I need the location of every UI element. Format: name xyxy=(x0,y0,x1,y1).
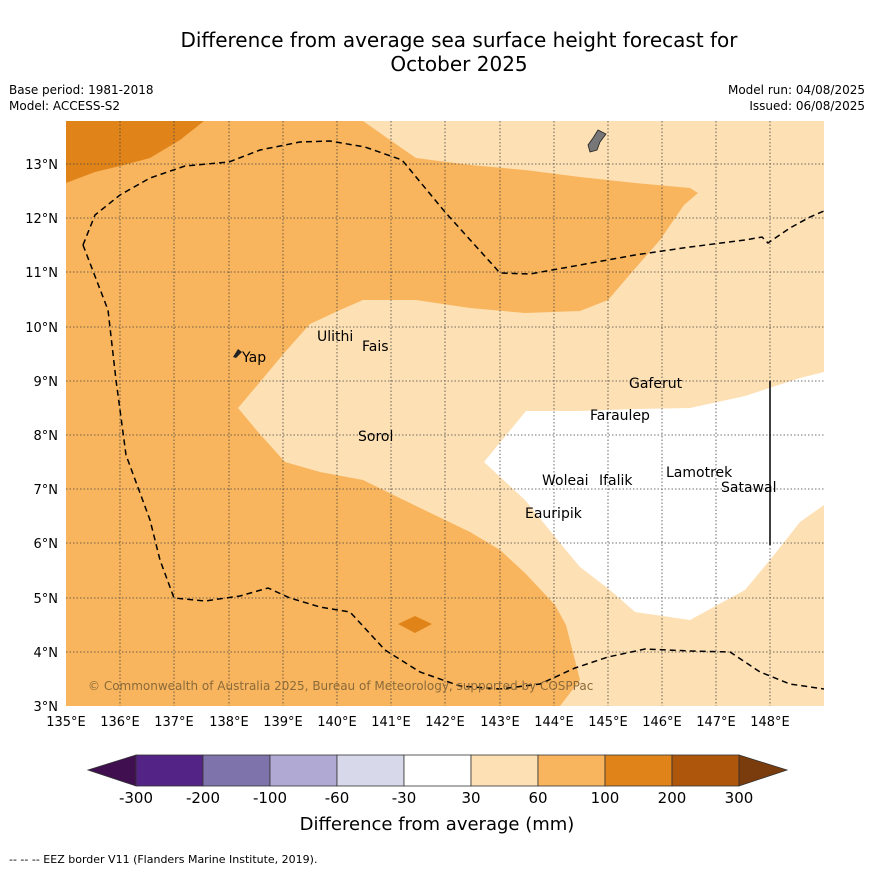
colorbar-tick: 100 xyxy=(591,789,620,807)
colorbar-swatch xyxy=(604,754,673,787)
place-gaferut: Gaferut xyxy=(629,376,683,392)
x-tick: 140°E xyxy=(317,715,357,730)
y-tick: 4°N xyxy=(34,646,59,661)
place-labels: Yap Ulithi Fais Sorol Gaferut Faraulep W… xyxy=(241,329,776,522)
x-tick: 137°E xyxy=(154,715,194,730)
colorbar-tick: -60 xyxy=(325,789,350,807)
colorbar-swatch xyxy=(135,754,204,787)
anomaly-region-100-200-south xyxy=(398,616,432,633)
colorbar-swatch xyxy=(202,754,271,787)
y-tick: 9°N xyxy=(34,375,59,390)
x-tick: 148°E xyxy=(750,715,790,730)
x-tick: 146°E xyxy=(642,715,682,730)
colorbar-tick: -200 xyxy=(186,789,220,807)
place-woleai: Woleai xyxy=(542,473,589,489)
y-tick: 6°N xyxy=(34,537,59,552)
x-tick: 145°E xyxy=(588,715,628,730)
colorbar-swatch xyxy=(336,754,405,787)
eez-border xyxy=(82,140,824,275)
y-tick: 13°N xyxy=(25,158,58,173)
issued-date: Issued: 06/08/2025 xyxy=(749,99,865,113)
x-tick: 138°E xyxy=(209,715,249,730)
anomaly-region-100-200-nw xyxy=(66,121,204,183)
title-line-2: October 2025 xyxy=(390,52,528,76)
chart-title: Difference from average sea surface heig… xyxy=(0,28,873,76)
y-tick: 10°N xyxy=(25,321,58,336)
y-tick: 5°N xyxy=(34,592,59,607)
map-plot-area xyxy=(66,121,824,706)
x-tick: 143°E xyxy=(480,715,520,730)
place-satawal: Satawal xyxy=(721,480,776,496)
place-yap: Yap xyxy=(241,350,266,366)
model-name: Model: ACCESS-S2 xyxy=(9,99,121,113)
colorbar-tick: 300 xyxy=(725,789,754,807)
y-tick-labels: 13°N 12°N 11°N 10°N 9°N 8°N 7°N 6°N 5°N … xyxy=(25,158,58,715)
x-tick: 136°E xyxy=(100,715,140,730)
place-faraulep: Faraulep xyxy=(590,408,650,424)
colorbar-extend-low xyxy=(86,754,137,787)
x-tick: 147°E xyxy=(696,715,736,730)
base-period: Base period: 1981-2018 xyxy=(9,83,154,97)
colorbar-tick: -300 xyxy=(119,789,153,807)
place-eauripik: Eauripik xyxy=(525,506,583,522)
colorbar-swatch xyxy=(470,754,539,787)
colorbar-label: Difference from average (mm) xyxy=(300,814,575,835)
x-tick: 142°E xyxy=(425,715,465,730)
colorbar-tick: -30 xyxy=(392,789,417,807)
model-run: Model run: 04/08/2025 xyxy=(727,83,865,97)
x-tick: 135°E xyxy=(46,715,86,730)
colorbar-swatch xyxy=(671,754,740,787)
yap-island-icon xyxy=(233,349,242,358)
x-tick: 141°E xyxy=(371,715,411,730)
colorbar-extend-high xyxy=(738,754,789,787)
colorbar-tick: 30 xyxy=(461,789,480,807)
colorbar-swatch xyxy=(269,754,338,787)
place-ifalik: Ifalik xyxy=(599,473,633,489)
title-line-1: Difference from average sea surface heig… xyxy=(180,28,738,52)
colorbar-ticks: -300 -200 -100 -60 -30 30 60 100 200 300 xyxy=(119,789,753,807)
x-tick: 144°E xyxy=(534,715,574,730)
anomaly-region-neutral xyxy=(484,372,824,620)
y-tick: 8°N xyxy=(34,429,59,444)
meta-right: Model run: 04/08/2025 Issued: 06/08/2025 xyxy=(728,82,865,114)
meta-left: Base period: 1981-2018 Model: ACCESS-S2 xyxy=(9,82,154,114)
place-sorol: Sorol xyxy=(358,429,393,445)
copyright-notice: © Commonwealth of Australia 2025, Bureau… xyxy=(88,679,593,693)
colorbar-tick: -100 xyxy=(253,789,287,807)
map-gridlines xyxy=(66,121,824,706)
x-tick-labels: 135°E 136°E 137°E 138°E 139°E 140°E 141°… xyxy=(46,715,790,730)
anomaly-region-60-100 xyxy=(66,121,698,706)
colorbar-swatch xyxy=(537,754,606,787)
colorbar xyxy=(86,754,789,787)
place-ulithi: Ulithi xyxy=(317,329,353,345)
x-tick: 139°E xyxy=(263,715,303,730)
eez-footnote: -- -- -- EEZ border V11 (Flanders Marine… xyxy=(9,853,318,866)
y-tick: 7°N xyxy=(34,483,59,498)
colorbar-tick: 60 xyxy=(528,789,547,807)
colorbar-swatch xyxy=(403,754,472,787)
guam-island-icon xyxy=(587,129,607,153)
y-tick: 3°N xyxy=(34,700,59,715)
place-lamotrek: Lamotrek xyxy=(666,465,733,481)
y-tick: 12°N xyxy=(25,212,58,227)
place-fais: Fais xyxy=(362,339,389,355)
eez-border-west xyxy=(82,244,824,690)
y-tick: 11°N xyxy=(25,266,58,281)
colorbar-tick: 200 xyxy=(658,789,687,807)
